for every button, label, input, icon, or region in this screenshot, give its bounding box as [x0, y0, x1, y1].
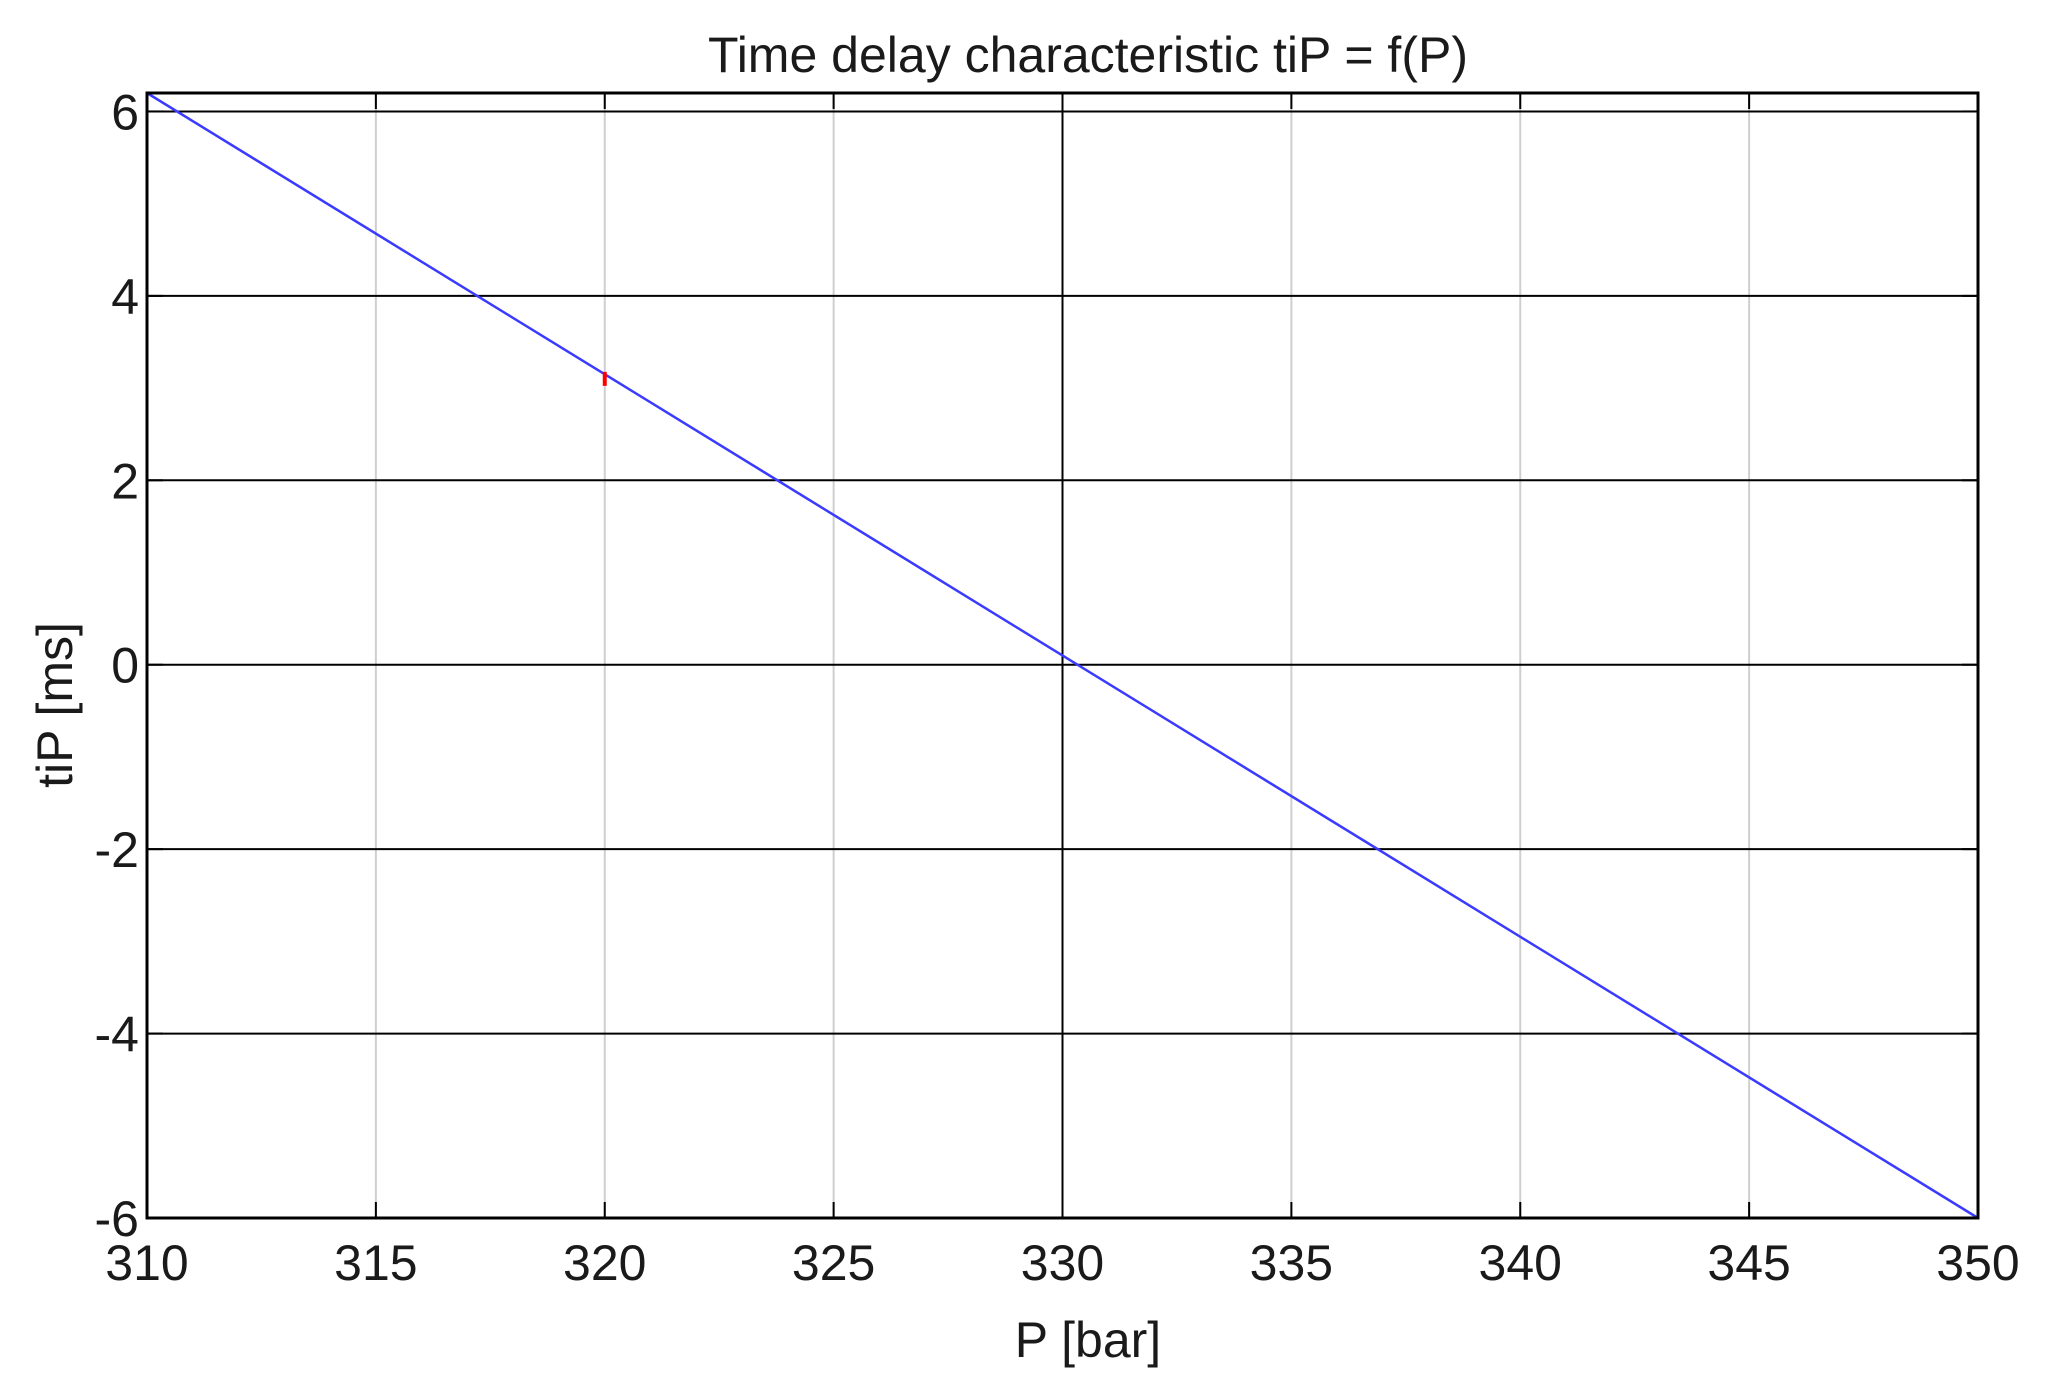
tick-marks [146, 93, 1979, 1219]
y-tick-label: -2 [95, 822, 139, 878]
y-tick-label: 6 [111, 84, 139, 140]
x-axis-label: P [bar] [1015, 1312, 1161, 1368]
y-tick-label: -6 [95, 1191, 139, 1247]
x-tick-label: 350 [1936, 1235, 2019, 1291]
x-tick-label: 335 [1250, 1235, 1333, 1291]
x-tick-label: 345 [1707, 1235, 1790, 1291]
y-tick-label: 2 [111, 453, 139, 509]
x-tick-label: 325 [792, 1235, 875, 1291]
x-tick-label: 330 [1021, 1235, 1104, 1291]
x-tick-label: 320 [563, 1235, 646, 1291]
chart-title: Time delay characteristic tiP = f(P) [708, 27, 1468, 83]
series-layer [146, 91, 1979, 1220]
y-tick-label: 0 [111, 638, 139, 694]
y-axis-label: tiP [ms] [27, 622, 83, 788]
y-tick-labels: -6 -4 -2 0 2 4 6 [95, 84, 139, 1247]
x-tick-labels: 310 315 320 325 330 335 340 345 350 [105, 1235, 2019, 1291]
series-line [146, 91, 1979, 1220]
grid-lines [147, 93, 1978, 1218]
y-tick-label: 4 [111, 269, 139, 325]
x-tick-label: 340 [1479, 1235, 1562, 1291]
x-tick-label: 315 [334, 1235, 417, 1291]
x-tick-label: 310 [105, 1235, 188, 1291]
y-tick-label: -4 [95, 1007, 139, 1063]
